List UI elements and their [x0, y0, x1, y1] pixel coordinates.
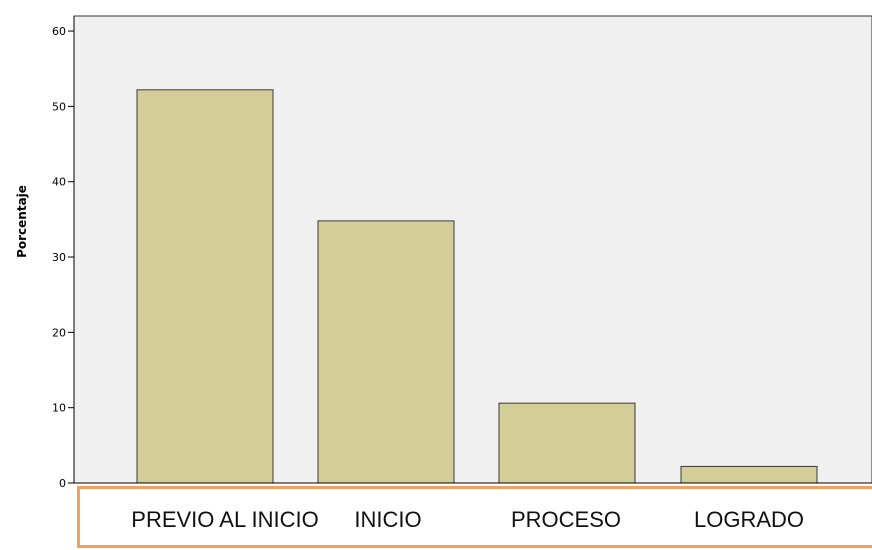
category-label: PREVIO AL INICIO [131, 507, 319, 532]
bar-inicio [317, 220, 455, 484]
category-label: PROCESO [510, 507, 622, 532]
y-tick-label: 0 [59, 477, 66, 490]
y-axis-title: Porcentaje [15, 185, 29, 258]
category-label: LOGRADO [693, 507, 805, 532]
bar-previo-al-inicio [136, 89, 274, 484]
y-axis-ticks: 0 10 20 30 40 50 60 [52, 25, 74, 490]
y-tick-label: 40 [52, 176, 66, 189]
y-tick-label: 20 [52, 326, 66, 339]
bar-proceso [498, 402, 636, 484]
y-tick-label: 60 [52, 25, 66, 38]
y-tick-label: 10 [52, 402, 66, 415]
category-label-box [77, 486, 872, 548]
category-label: INICIO [354, 507, 422, 532]
bar-logrado [680, 465, 818, 484]
y-tick-label: 50 [52, 100, 66, 113]
y-tick-label: 30 [52, 251, 66, 264]
